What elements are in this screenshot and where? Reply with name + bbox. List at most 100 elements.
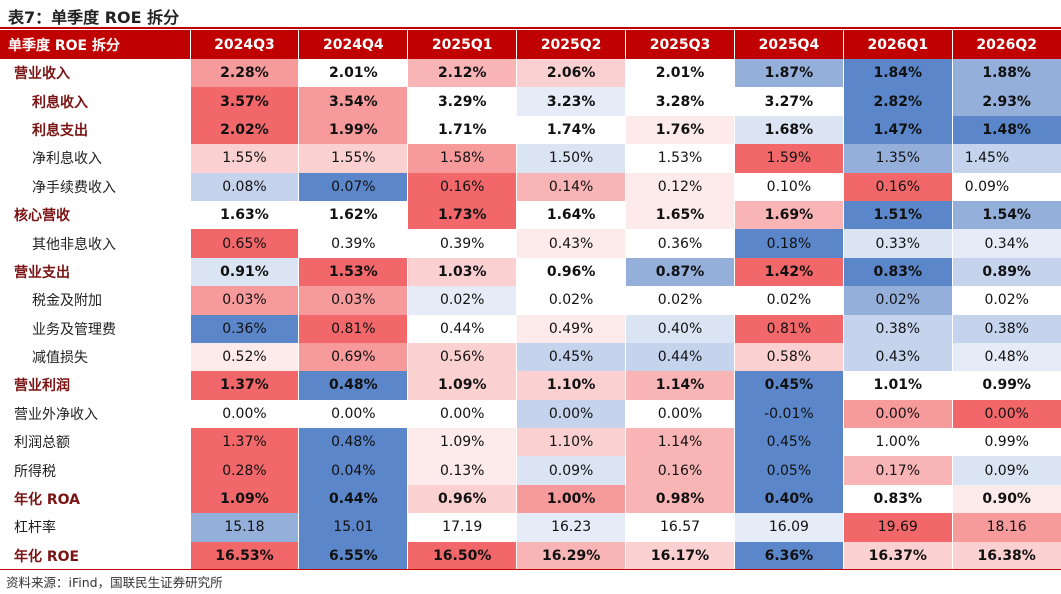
row-label: 减值损失 xyxy=(0,342,191,372)
row-label: 杠杆率 xyxy=(0,513,191,542)
table-cell: 2.28% xyxy=(190,59,300,88)
table-row: 年化 ROA 1.09% 0.44% 0.96% 1.00% 0.98% 0.40% 0.83… xyxy=(0,484,1061,514)
table-cell: 1.53% xyxy=(298,257,409,287)
table-cell: 0.00% xyxy=(516,399,627,429)
table-cell: 1.00% xyxy=(516,484,627,514)
header-period: 2026Q2 xyxy=(952,30,1061,59)
table-row: 净手续费收入 0.08% 0.07% 0.16% 0.14% 0.12% 0.10% 0.16… xyxy=(0,172,1061,201)
row-label: 利息支出 xyxy=(0,115,191,145)
header-period: 2026Q1 xyxy=(843,30,953,59)
table-cell: 2.02% xyxy=(190,115,300,145)
table-cell: 0.03% xyxy=(190,286,300,315)
table-cell: 2.12% xyxy=(407,59,518,88)
table-cell: 0.12% xyxy=(625,172,735,201)
table-cell: 0.00% xyxy=(190,399,300,429)
table-cell: 1.14% xyxy=(625,371,735,400)
source-note: 资料来源：iFind，国联民生证券研究所 xyxy=(6,575,223,590)
table-cell: 1.68% xyxy=(734,115,844,145)
table-cell: 15.01 xyxy=(298,513,409,542)
table-cell: 0.69% xyxy=(298,342,409,372)
table-header: 单季度 ROE 拆分 2024Q3 2024Q4 2025Q1 2025Q2 2025Q… xyxy=(0,30,1061,59)
table-cell: 1.09% xyxy=(407,428,518,457)
table-cell: 0.16% xyxy=(843,172,953,201)
table-cell: 0.58% xyxy=(734,342,844,372)
table-row: 营业利润 1.37% 0.48% 1.09% 1.10% 1.14% 0.45% 1.01% 0… xyxy=(0,371,1061,400)
table-row: 营业支出 0.91% 1.53% 1.03% 0.96% 0.87% 1.42% 0.83% 0… xyxy=(0,257,1061,287)
table-cell: 16.37% xyxy=(843,541,953,571)
table-cell: 0.65% xyxy=(190,229,300,258)
table-cell: 1.64% xyxy=(516,200,627,230)
table-cell: 0.36% xyxy=(625,229,735,258)
table-row: 杠杆率 15.18 15.01 17.19 16.23 16.57 16.09 19.69 18… xyxy=(0,513,1061,542)
table-cell: 2.93% xyxy=(952,87,1061,116)
table-cell: 0.40% xyxy=(625,314,735,343)
table-cell: 0.38% xyxy=(952,314,1061,343)
table-cell: 0.02% xyxy=(952,286,1061,315)
table-cell: 0.17% xyxy=(843,456,953,485)
table-cell: 0.04% xyxy=(298,456,409,485)
table-cell: 0.44% xyxy=(298,484,409,514)
header-row-label: 单季度 ROE 拆分 xyxy=(0,30,191,59)
header-row: 单季度 ROE 拆分 2024Q3 2024Q4 2025Q1 2025Q2 2025Q… xyxy=(0,30,1061,59)
table-cell: 3.57% xyxy=(190,87,300,116)
table-cell: 0.96% xyxy=(407,484,518,514)
table-cell: 0.02% xyxy=(843,286,953,315)
title-divider xyxy=(0,27,1061,29)
table-cell: 3.54% xyxy=(298,87,409,116)
table-cell: 1.51% xyxy=(843,200,953,230)
table-row: 营业收入 2.28% 2.01% 2.12% 2.06% 2.01% 1.87% 1.84% 1… xyxy=(0,59,1061,88)
row-label: 所得税 xyxy=(0,456,191,485)
table-cell: 0.02% xyxy=(625,286,735,315)
table-cell: 1.99% xyxy=(298,115,409,145)
table-cell: 0.09% xyxy=(952,172,1061,201)
table-cell: 0.33% xyxy=(843,229,953,258)
table-cell: 18.16 xyxy=(952,513,1061,542)
table-cell: 0.83% xyxy=(843,257,953,287)
table-cell: 0.98% xyxy=(625,484,735,514)
table-cell: 1.59% xyxy=(734,144,844,173)
header-period: 2025Q2 xyxy=(516,30,627,59)
table-cell: 0.44% xyxy=(407,314,518,343)
row-label: 净手续费收入 xyxy=(0,172,191,201)
row-label: 年化 ROE xyxy=(0,541,191,571)
table-cell: 1.53% xyxy=(625,144,735,173)
table-cell: 1.50% xyxy=(516,144,627,173)
table-cell: 0.87% xyxy=(625,257,735,287)
table-cell: 0.05% xyxy=(734,456,844,485)
table-cell: 0.00% xyxy=(952,399,1061,429)
table-cell: 0.39% xyxy=(407,229,518,258)
table-row: 净利息收入 1.55% 1.55% 1.58% 1.50% 1.53% 1.59% 1.35%… xyxy=(0,144,1061,173)
header-period: 2025Q1 xyxy=(407,30,518,59)
table-cell: 1.01% xyxy=(843,371,953,400)
bottom-divider xyxy=(0,569,1061,570)
row-label: 年化 ROA xyxy=(0,484,191,514)
table-row: 利息收入 3.57% 3.54% 3.29% 3.23% 3.28% 3.27% 2.82% 2… xyxy=(0,87,1061,116)
table-cell: 0.99% xyxy=(952,371,1061,400)
table-cell: 1.69% xyxy=(734,200,844,230)
table-row: 减值损失 0.52% 0.69% 0.56% 0.45% 0.44% 0.58% 0.43% 0… xyxy=(0,342,1061,372)
table-cell: 0.00% xyxy=(843,399,953,429)
table-cell: 0.81% xyxy=(734,314,844,343)
table-cell: 1.10% xyxy=(516,428,627,457)
table-row: 核心营收 1.63% 1.62% 1.73% 1.64% 1.65% 1.69% 1.51% 1… xyxy=(0,200,1061,230)
row-label: 利息收入 xyxy=(0,87,191,116)
table-cell: 0.56% xyxy=(407,342,518,372)
table-cell: 0.02% xyxy=(516,286,627,315)
row-label: 利润总额 xyxy=(0,428,191,457)
table-cell: 0.39% xyxy=(298,229,409,258)
table-cell: 16.17% xyxy=(625,541,735,571)
table-cell: 16.23 xyxy=(516,513,627,542)
roe-breakdown-table: 单季度 ROE 拆分 2024Q3 2024Q4 2025Q1 2025Q2 2025Q… xyxy=(0,30,1061,571)
table-cell: 0.14% xyxy=(516,172,627,201)
table-cell: 3.28% xyxy=(625,87,735,116)
table-cell: 1.42% xyxy=(734,257,844,287)
table-cell: 1.48% xyxy=(952,115,1061,145)
table-row: 税金及附加 0.03% 0.03% 0.02% 0.02% 0.02% 0.02% 0.02%… xyxy=(0,286,1061,315)
table-cell: 16.29% xyxy=(516,541,627,571)
table-cell: 0.18% xyxy=(734,229,844,258)
table-cell: 0.89% xyxy=(952,257,1061,287)
table-cell: 1.55% xyxy=(298,144,409,173)
table-cell: 0.28% xyxy=(190,456,300,485)
table-cell: 1.45% xyxy=(952,144,1061,173)
table-cell: 15.18 xyxy=(190,513,300,542)
